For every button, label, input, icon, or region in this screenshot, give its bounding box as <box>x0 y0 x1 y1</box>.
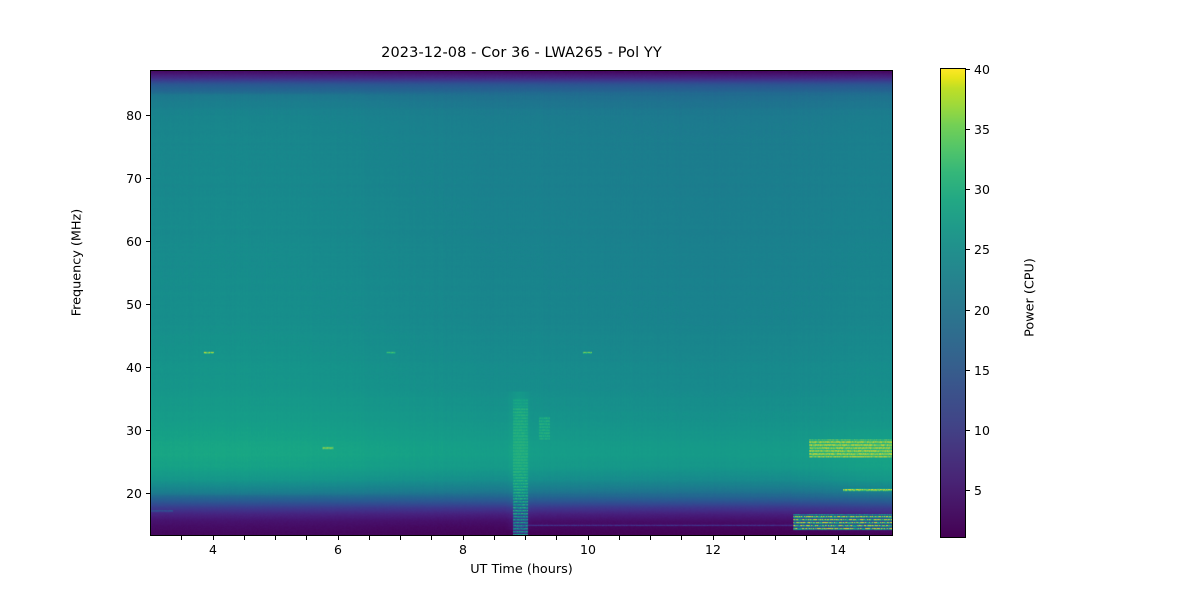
xticklabel: 12 <box>705 542 721 557</box>
yticklabel: 50 <box>126 297 142 312</box>
cbtick-5 <box>966 490 971 491</box>
yticklabel: 70 <box>126 171 142 186</box>
page-title: 2023-12-08 - Cor 36 - LWA265 - Pol YY <box>381 45 662 61</box>
yticklabel: 40 <box>126 360 142 375</box>
yticklabel: 20 <box>126 486 142 501</box>
xtick-minor <box>244 536 245 540</box>
xtick-minor <box>306 536 307 540</box>
cbticklabel: 10 <box>974 423 990 438</box>
cbtick-35 <box>966 129 971 130</box>
xticklabel: 4 <box>209 542 217 557</box>
xtick-minor <box>650 536 651 540</box>
spectrogram-image <box>151 71 892 535</box>
ytick-80 <box>145 115 150 116</box>
cbtick-25 <box>966 249 971 250</box>
cbticklabel: 15 <box>974 363 990 378</box>
cbtick-15 <box>966 370 971 371</box>
xtick-minor <box>744 536 745 540</box>
xtick-minor <box>181 536 182 540</box>
xtick-minor <box>400 536 401 540</box>
xtick-minor <box>806 536 807 540</box>
xtick-4 <box>213 536 214 541</box>
xtick-minor <box>775 536 776 540</box>
y-axis-label: Frequency (MHz) <box>69 208 85 317</box>
ytick-60 <box>145 241 150 242</box>
ytick-70 <box>145 178 150 179</box>
colorbar-gradient <box>940 68 966 538</box>
cbticklabel: 30 <box>974 182 990 197</box>
cbtick-20 <box>966 310 971 311</box>
xtick-10 <box>588 536 589 541</box>
xtick-minor <box>869 536 870 540</box>
ytick-40 <box>145 367 150 368</box>
spectrogram-axes <box>150 70 893 536</box>
xtick-8 <box>463 536 464 541</box>
yticklabel: 60 <box>126 234 142 249</box>
xtick-minor <box>525 536 526 540</box>
yticklabel: 30 <box>126 423 142 438</box>
xticklabel: 8 <box>459 542 467 557</box>
xtick-minor <box>556 536 557 540</box>
x-axis-label: UT Time (hours) <box>470 562 573 577</box>
cbtick-10 <box>966 430 971 431</box>
cbtick-40 <box>966 69 971 70</box>
xticklabel: 14 <box>830 542 846 557</box>
ytick-30 <box>145 430 150 431</box>
xtick-minor <box>275 536 276 540</box>
xtick-minor <box>619 536 620 540</box>
yticklabel: 80 <box>126 108 142 123</box>
xtick-minor <box>431 536 432 540</box>
cbticklabel: 5 <box>974 483 982 498</box>
colorbar-label: Power (CPU) <box>1022 258 1038 337</box>
xtick-14 <box>838 536 839 541</box>
cbticklabel: 20 <box>974 303 990 318</box>
xtick-12 <box>713 536 714 541</box>
cbtick-30 <box>966 189 971 190</box>
xtick-minor <box>494 536 495 540</box>
colorbar <box>940 68 966 538</box>
xtick-minor <box>681 536 682 540</box>
xtick-6 <box>338 536 339 541</box>
xtick-minor <box>369 536 370 540</box>
ytick-50 <box>145 304 150 305</box>
cbticklabel: 35 <box>974 122 990 137</box>
cbticklabel: 25 <box>974 242 990 257</box>
xticklabel: 6 <box>334 542 342 557</box>
cbticklabel: 40 <box>974 62 990 77</box>
xticklabel: 10 <box>580 542 596 557</box>
ytick-20 <box>145 493 150 494</box>
